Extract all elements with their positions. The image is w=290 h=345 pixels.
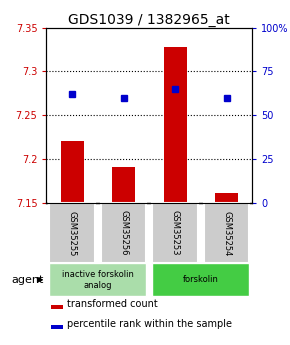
Text: GSM35254: GSM35254 [222, 210, 231, 256]
Bar [50, 325, 63, 329]
Bar [112, 167, 135, 203]
Text: forskolin: forskolin [183, 275, 219, 284]
Bar [50, 263, 146, 296]
Text: agent: agent [11, 275, 44, 285]
Text: GSM35253: GSM35253 [171, 210, 180, 256]
Bar [101, 203, 146, 263]
Bar [215, 193, 238, 203]
Bar [204, 203, 249, 263]
Bar [153, 263, 249, 296]
Text: inactive forskolin
analog: inactive forskolin analog [62, 270, 134, 289]
Text: GSM35255: GSM35255 [68, 210, 77, 256]
Bar [61, 141, 84, 203]
Bar [164, 47, 187, 203]
Text: transformed count: transformed count [67, 299, 158, 309]
Bar [50, 203, 95, 263]
Bar [50, 305, 63, 309]
Text: percentile rank within the sample: percentile rank within the sample [67, 319, 232, 329]
Title: GDS1039 / 1382965_at: GDS1039 / 1382965_at [68, 12, 230, 27]
Text: GSM35256: GSM35256 [119, 210, 128, 256]
Bar [153, 203, 198, 263]
